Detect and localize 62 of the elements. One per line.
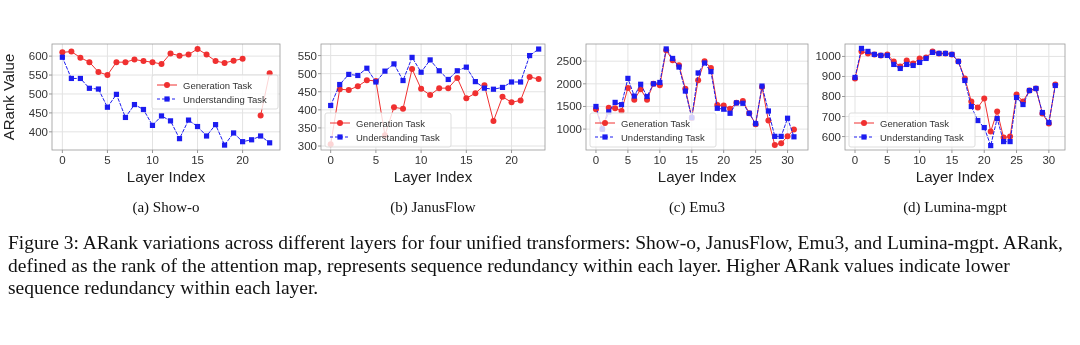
x-tick-label: 25: [749, 154, 763, 166]
x-axis-title: Layer Index: [393, 168, 473, 185]
x-tick-label: 10: [653, 154, 667, 166]
text: (a) Show-o: [132, 199, 200, 216]
x-axis-title: Layer Index: [126, 168, 206, 185]
y-tick-label: 500: [297, 67, 317, 80]
x-tick-label: 15: [459, 154, 473, 166]
y-tick-label: 2500: [556, 55, 582, 68]
x-axis-title: Layer Index: [657, 168, 737, 185]
x-tick-label: 5: [372, 154, 380, 166]
text: (c) Emu3: [668, 199, 726, 216]
legend-label: Generation Task: [621, 117, 691, 129]
x-tick-label: 0: [327, 154, 334, 166]
y-tick-label: 400: [28, 125, 48, 138]
legend-label: Generation Task: [356, 117, 426, 129]
x-tick-label: 20: [977, 154, 991, 166]
y-tick-label: 400: [297, 103, 317, 116]
y-tick-label: 800: [821, 90, 841, 103]
x-tick-label: 0: [592, 154, 600, 166]
y-tick-label: 1000: [556, 123, 582, 136]
x-tick-label: 10: [146, 154, 159, 166]
y-tick-label: 450: [297, 85, 317, 98]
x-tick-label: 30: [1042, 154, 1056, 166]
y-tick-label: 2000: [556, 77, 582, 90]
x-tick-label: 5: [884, 154, 891, 166]
y-tick-label: 550: [28, 69, 48, 82]
x-tick-label: 30: [781, 154, 794, 166]
x-tick-label: 25: [1010, 154, 1023, 166]
x-tick-label: 0: [59, 154, 66, 166]
x-tick-label: 20: [236, 154, 249, 166]
x-tick-label: 10: [913, 154, 927, 166]
legend-label: Generation Task: [183, 79, 253, 91]
x-tick-label: 5: [104, 154, 111, 166]
legend-label: Understanding Task: [880, 131, 965, 143]
y-tick-label: 900: [821, 70, 841, 83]
y-tick-label: 1500: [556, 100, 582, 113]
x-tick-label: 5: [624, 154, 632, 166]
y-tick-label: 350: [297, 121, 317, 134]
y-tick-label: 600: [28, 50, 48, 63]
y-tick-label: 700: [821, 110, 841, 123]
y-tick-label: 300: [297, 140, 317, 153]
text: (b) JanusFlow: [390, 199, 476, 216]
x-tick-label: 0: [851, 154, 859, 166]
text: (d) Lumina-mgpt: [903, 199, 1008, 216]
y-tick-label: 450: [28, 106, 48, 119]
x-tick-label: 15: [945, 154, 959, 166]
y-tick-label: 600: [821, 130, 841, 143]
x-tick-label: 20: [505, 154, 518, 166]
x-tick-label: 15: [685, 154, 699, 166]
x-tick-label: 20: [717, 154, 731, 166]
legend-label: Understanding Task: [183, 93, 268, 105]
legend-label: Generation Task: [880, 117, 950, 129]
y-tick-label: 1000: [815, 50, 841, 63]
x-tick-label: 15: [191, 154, 204, 166]
legend-label: Understanding Task: [356, 131, 441, 143]
legend-label: Understanding Task: [621, 131, 706, 143]
caption: Figure 3: ARank variations across different layers for four unified transformers: Show-o, JanusFlow, Emu3, and Lumina-mgpt. ARank, defined as the rank of the attention map, represents sequence redundancy within each layer. Higher ARank values indicate lower sequence redundancy within each layer.: [8, 232, 1063, 298]
y-tick-label: 500: [28, 87, 48, 100]
y-tick-label: 550: [297, 49, 317, 62]
x-tick-label: 10: [414, 154, 428, 166]
x-axis-title: Layer Index: [915, 168, 995, 185]
y-axis-title: ARank Value: [0, 53, 17, 141]
